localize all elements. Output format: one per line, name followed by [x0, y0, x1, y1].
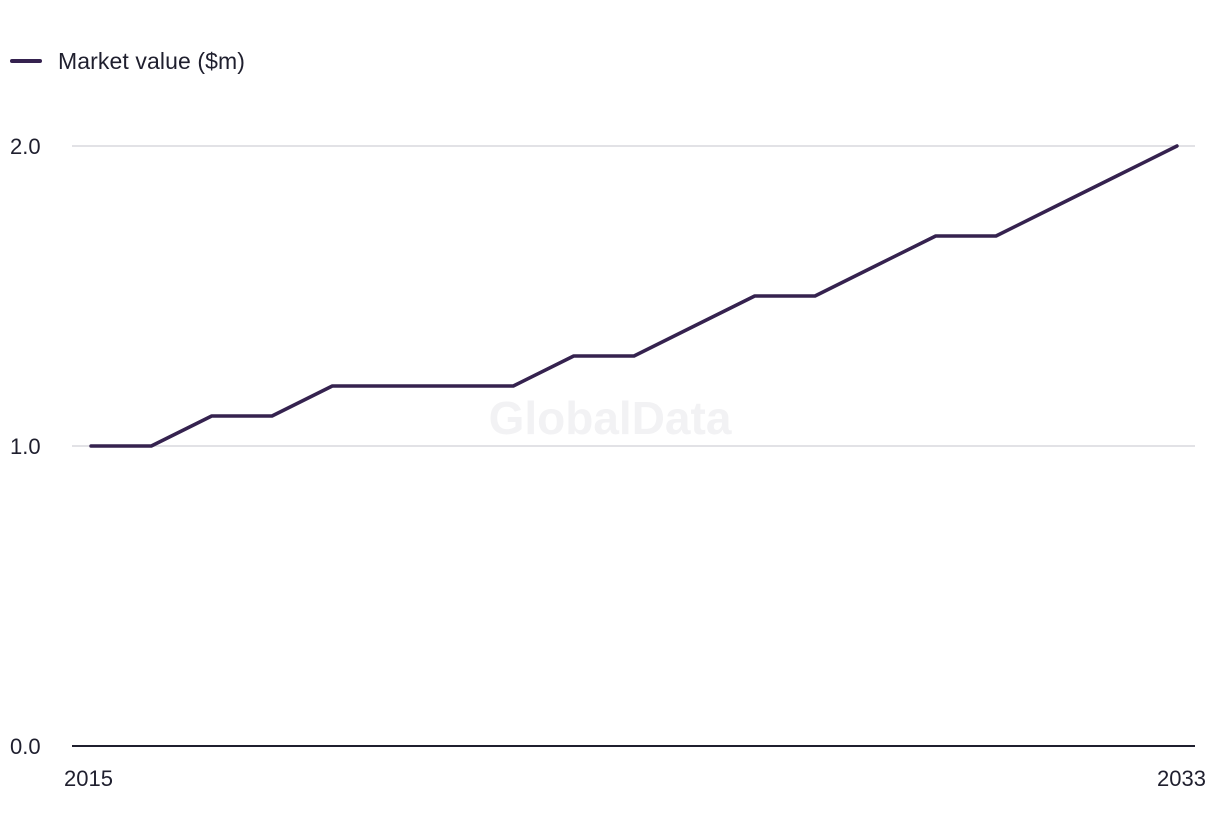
series-group — [89, 144, 1179, 448]
series-line — [89, 144, 1179, 448]
watermark-text: GlobalData — [489, 392, 732, 444]
y-tick-label: 1.0 — [10, 434, 41, 459]
x-tick-label: 2015 — [64, 766, 113, 791]
legend: Market value ($m) — [10, 46, 245, 76]
legend-swatch — [10, 59, 42, 63]
gridlines — [72, 145, 1195, 747]
x-axis-ticks: 2015 2033 — [64, 766, 1206, 791]
y-tick-label: 2.0 — [10, 134, 41, 159]
x-tick-label: 2033 — [1157, 766, 1206, 791]
y-tick-label: 0.0 — [10, 734, 41, 759]
legend-label: Market value ($m) — [58, 47, 246, 74]
y-axis-ticks: 0.0 1.0 2.0 — [10, 134, 41, 759]
